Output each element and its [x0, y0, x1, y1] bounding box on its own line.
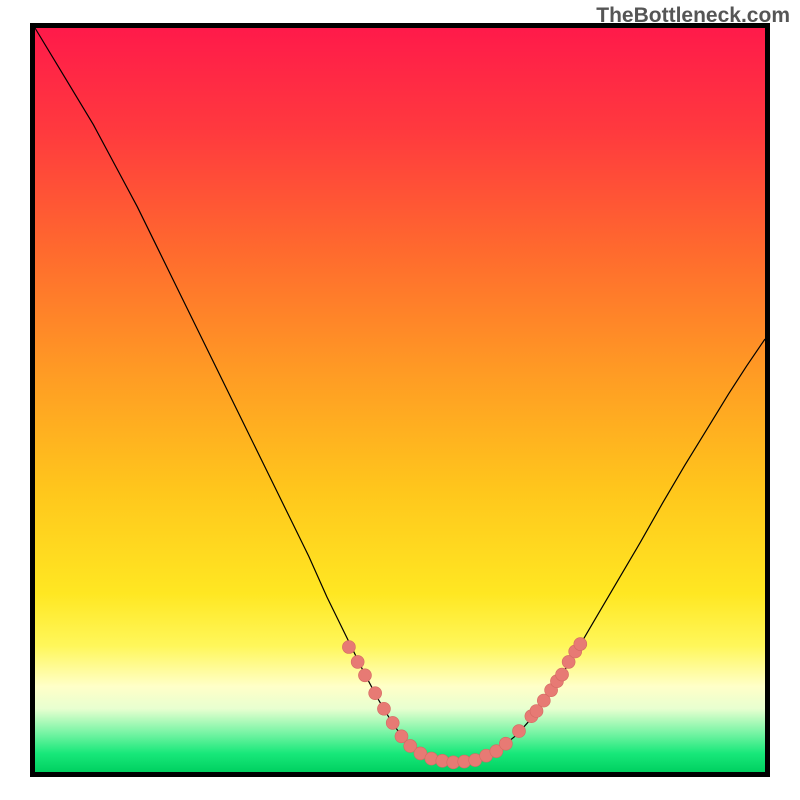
- curve-marker: [377, 702, 390, 715]
- curve-marker: [499, 737, 512, 750]
- curve-marker: [358, 669, 371, 682]
- chart-stage: TheBottleneck.com: [0, 0, 800, 800]
- curve-marker: [574, 638, 587, 651]
- bottleneck-chart: [0, 0, 800, 800]
- plot-background: [35, 28, 765, 772]
- curve-marker: [556, 668, 569, 681]
- curve-marker: [512, 725, 525, 738]
- curve-marker: [386, 716, 399, 729]
- curve-marker: [351, 655, 364, 668]
- curve-marker: [369, 687, 382, 700]
- curve-marker: [342, 641, 355, 654]
